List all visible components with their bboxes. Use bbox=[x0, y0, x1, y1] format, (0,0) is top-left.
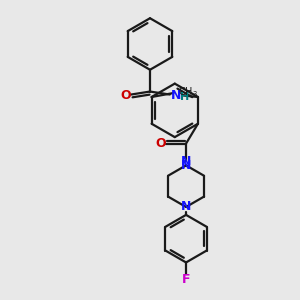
Text: N: N bbox=[171, 89, 181, 102]
Text: N: N bbox=[181, 155, 191, 168]
Text: O: O bbox=[155, 137, 166, 150]
Text: N: N bbox=[181, 159, 191, 172]
Text: F: F bbox=[182, 273, 190, 286]
Text: O: O bbox=[120, 89, 130, 102]
Text: CH$_3$: CH$_3$ bbox=[178, 85, 198, 99]
Text: N: N bbox=[181, 200, 191, 214]
Text: H: H bbox=[180, 92, 189, 103]
